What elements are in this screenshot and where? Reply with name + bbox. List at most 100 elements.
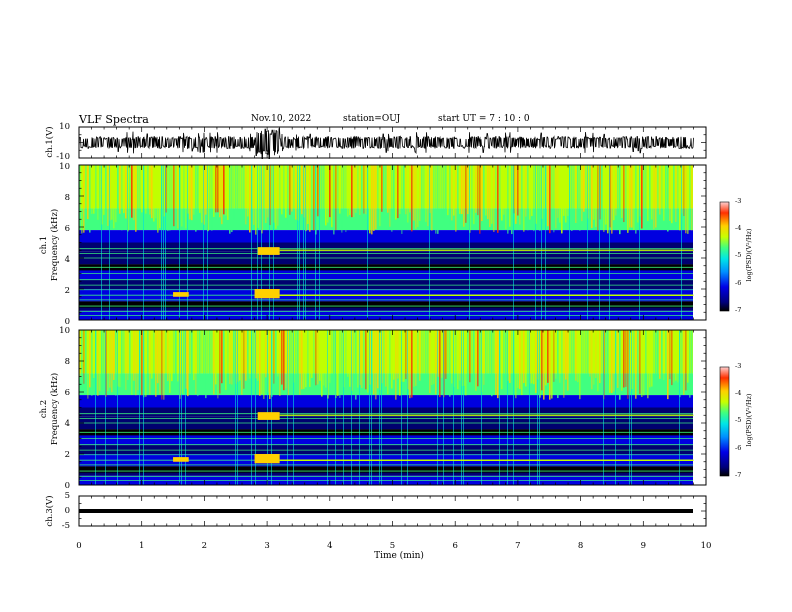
x-tick-label: 5 xyxy=(389,541,396,551)
station-label: station=OUJ xyxy=(343,114,401,124)
ch1-waveform-trace xyxy=(78,128,694,160)
sferic-streak xyxy=(547,165,549,227)
sferic-streak xyxy=(149,165,151,215)
sferic-streak xyxy=(677,330,679,383)
sferic-streak xyxy=(599,330,601,384)
sferic-streak xyxy=(141,165,143,213)
sferic-streak xyxy=(475,165,477,213)
cb1-tick: -7 xyxy=(735,306,742,314)
spectrogram-band xyxy=(79,301,706,308)
sferic-streak xyxy=(371,330,372,485)
sferic-streak xyxy=(407,330,408,485)
sferic-streak xyxy=(519,330,521,389)
sferic-streak xyxy=(635,330,637,399)
sferic-streak xyxy=(421,165,423,227)
sferic-streak xyxy=(161,165,162,320)
sferic-streak xyxy=(153,165,155,222)
sferic-streak xyxy=(143,165,144,320)
ch1-spec-ytick: 2 xyxy=(64,286,70,296)
sferic-streak xyxy=(379,330,380,485)
x-tick-label: 3 xyxy=(264,541,270,551)
sferic-streak xyxy=(339,165,341,214)
sferic-streak xyxy=(577,165,579,212)
sferic-streak xyxy=(129,330,131,385)
sferic-streak xyxy=(345,165,347,233)
sferic-streak xyxy=(367,165,368,320)
sferic-streak xyxy=(245,165,247,225)
sferic-streak xyxy=(253,330,255,387)
sferic-streak xyxy=(89,165,91,233)
sferic-streak xyxy=(287,330,288,485)
sferic-streak xyxy=(639,330,641,394)
sferic-streak xyxy=(603,330,604,485)
sferic-streak xyxy=(459,165,461,214)
sferic-streak xyxy=(113,330,115,380)
sferic-streak xyxy=(537,165,539,230)
sferic-streak xyxy=(167,330,169,382)
sferic-streak xyxy=(639,165,640,320)
sferic-streak xyxy=(417,330,419,389)
colorbar-ch2 xyxy=(719,366,730,477)
sferic-streak xyxy=(467,330,469,388)
sferic-streak xyxy=(321,330,323,397)
sferic-streak xyxy=(579,165,581,231)
sferic-streak xyxy=(681,330,683,384)
sferic-streak xyxy=(531,165,533,217)
sferic-streak xyxy=(507,165,509,234)
sferic-streak xyxy=(133,165,135,221)
sferic-streak xyxy=(397,165,399,219)
sferic-streak xyxy=(325,330,327,388)
sferic-streak xyxy=(469,165,470,320)
sferic-streak xyxy=(333,165,335,235)
spectrogram-band xyxy=(79,395,706,408)
sferic-streak xyxy=(557,330,559,399)
sferic-streak xyxy=(645,330,647,391)
sferic-streak xyxy=(537,330,538,485)
sferic-streak xyxy=(461,165,463,215)
sferic-streak xyxy=(529,330,530,485)
sferic-streak xyxy=(625,330,627,387)
sferic-streak xyxy=(595,165,597,227)
sferic-streak xyxy=(565,165,567,223)
sferic-streak xyxy=(649,165,651,223)
sferic-streak xyxy=(217,165,219,213)
sferic-streak xyxy=(625,165,627,224)
ch2-spec-ytick: 10 xyxy=(59,326,70,336)
sferic-streak xyxy=(495,165,497,220)
sferic-streak xyxy=(369,330,370,485)
sferic-streak xyxy=(331,165,333,228)
sferic-streak xyxy=(367,330,369,393)
sferic-streak xyxy=(247,165,249,217)
sferic-streak xyxy=(227,165,229,220)
sferic-streak xyxy=(283,330,285,391)
sferic-streak xyxy=(453,165,455,216)
sferic-streak xyxy=(521,330,523,396)
sferic-streak xyxy=(233,165,235,220)
sferic-streak xyxy=(603,165,605,232)
sferic-streak xyxy=(477,165,479,216)
sferic-streak xyxy=(177,165,179,229)
sferic-streak xyxy=(235,330,236,485)
sferic-streak xyxy=(317,165,319,217)
sferic-streak xyxy=(621,165,623,219)
sferic-streak xyxy=(385,330,387,387)
sferic-streak xyxy=(457,330,459,390)
sferic-streak xyxy=(219,165,221,218)
x-tick-label: 0 xyxy=(76,541,82,551)
sferic-streak xyxy=(327,165,329,223)
sferic-streak xyxy=(215,330,217,385)
sferic-streak xyxy=(113,165,115,229)
sferic-streak xyxy=(679,165,681,231)
sferic-streak xyxy=(687,165,689,234)
sferic-streak xyxy=(259,165,261,229)
sferic-streak xyxy=(181,165,183,227)
sferic-streak xyxy=(611,165,613,234)
sferic-streak xyxy=(215,165,217,213)
sferic-streak xyxy=(431,330,433,386)
cb1-tick: -4 xyxy=(735,224,742,232)
sferic-streak xyxy=(387,165,389,213)
sferic-streak xyxy=(545,330,547,386)
sferic-streak xyxy=(517,330,519,388)
sferic-streak xyxy=(387,330,389,395)
ch1-waveform-panel xyxy=(78,126,707,160)
